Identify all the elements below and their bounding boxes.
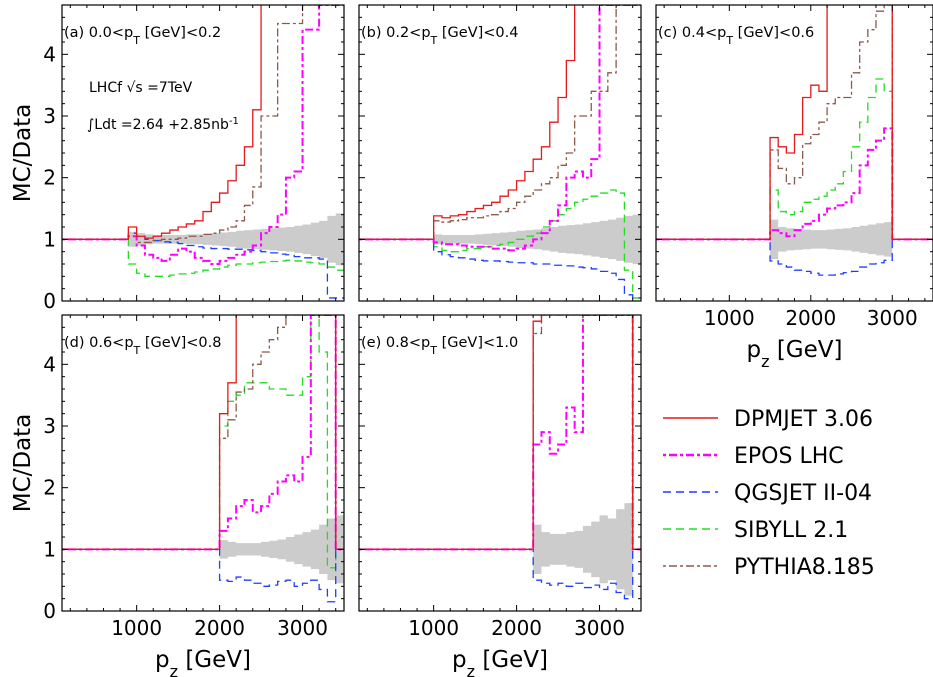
x-tick-label: 1000	[408, 616, 459, 640]
y-tick-label: 3	[43, 414, 56, 438]
y-tick-label: 4	[43, 42, 56, 66]
y-tick-label: 1	[43, 227, 56, 251]
legend-label: DPMJET 3.06	[734, 407, 873, 432]
panel-5: 1000 2000 3000 pz [GeV] (e) 0.8<pT [GeV]<1.0	[358, 314, 642, 677]
series-sibyll-2-1	[62, 315, 344, 569]
y-tick-label: 2	[43, 166, 56, 190]
x-tick-label: 3000	[574, 616, 625, 640]
series-pythia8-185	[62, 315, 344, 550]
y-tick-label: 3	[43, 104, 56, 128]
x-tick-label: 3000	[867, 306, 918, 330]
series-sibyll-2-1	[359, 189, 641, 299]
x-tick-label: 2000	[491, 616, 542, 640]
annotation-experiment: LHCf √s =7TeV	[89, 80, 193, 96]
series-dpmjet-3-06	[359, 315, 641, 550]
panel-label: (d) 0.6<pT [GeV]<0.8	[64, 335, 222, 357]
uncertainty-band	[62, 515, 344, 584]
y-tick-label: 2	[43, 476, 56, 500]
series-epos-lhc	[62, 315, 344, 551]
panel-label: (e) 0.8<pT [GeV]<1.0	[361, 335, 518, 357]
x-tick-label: 2000	[785, 306, 836, 330]
series-qgsjet-ii-04	[62, 548, 344, 603]
y-axis-label: MC/Data	[10, 414, 36, 513]
legend-label: SIBYLL 2.1	[734, 518, 848, 543]
legend: DPMJET 3.06 EPOS LHC QGSJET II-04 SIBYLL 2.…	[663, 407, 875, 580]
series-sibyll-2-1	[62, 238, 344, 277]
uncertainty-band	[656, 219, 933, 260]
series-epos-lhc	[656, 127, 933, 241]
y-tick-label: 1	[43, 537, 56, 561]
series-epos-lhc	[359, 315, 641, 551]
x-tick-label: 1000	[111, 616, 162, 640]
annotation-luminosity: ∫Ldt =2.64 +2.85nb-1	[87, 116, 239, 134]
x-tick-label: 3000	[277, 616, 328, 640]
panel-4: 0 1 2 3 4 1000 2000 3000 pz [GeV] MC/Data (d) 0.6<…	[10, 314, 345, 677]
series-pythia8-185	[359, 5, 641, 240]
x-axis-label: pz [GeV]	[155, 647, 251, 677]
series-qgsjet-ii-04	[359, 238, 641, 299]
series-sibyll-2-1	[656, 78, 933, 240]
uncertainty-band	[359, 503, 641, 596]
legend-label: QGSJET II-04	[734, 481, 872, 506]
y-axis-label: MC/Data	[10, 104, 36, 203]
series-qgsjet-ii-04	[656, 238, 933, 276]
series-dpmjet-3-06	[656, 5, 933, 240]
legend-label: EPOS LHC	[734, 444, 844, 469]
panel-label: (c) 0.4<pT [GeV]<0.6	[658, 25, 814, 47]
panel-label: (a) 0.0<pT [GeV]<0.2	[64, 25, 221, 47]
x-axis-label: pz [GeV]	[747, 337, 843, 371]
panel-1: 0 1 2 3 4 MC/Data (a) 0.0<pT [GeV]<0.2 LHCf √s …	[10, 4, 345, 313]
y-tick-label: 0	[43, 599, 56, 623]
y-tick-label: 4	[43, 352, 56, 376]
panel-2: (b) 0.2<pT [GeV]<0.4	[358, 4, 642, 302]
series-qgsjet-ii-04	[359, 548, 641, 600]
uncertainty-band	[62, 213, 344, 266]
series-pythia8-185	[62, 5, 320, 244]
series-epos-lhc	[62, 5, 344, 265]
series-dpmjet-3-06	[359, 5, 576, 240]
x-tick-label: 1000	[704, 306, 755, 330]
x-tick-label: 2000	[194, 616, 245, 640]
series-epos-lhc	[359, 5, 641, 252]
legend-label: PYTHIA8.185	[734, 555, 875, 580]
panel-label: (b) 0.2<pT [GeV]<0.4	[361, 25, 519, 47]
uncertainty-band	[359, 214, 641, 264]
series-dpmjet-3-06	[62, 5, 262, 240]
panel-3: 1000 2000 3000 pz [GeV] (c) 0.4<pT [GeV]<0.6	[655, 4, 933, 371]
x-axis-label: pz [GeV]	[452, 647, 548, 677]
series-dpmjet-3-06	[62, 315, 344, 550]
y-tick-label: 0	[43, 289, 56, 313]
series-pythia8-185	[656, 5, 933, 240]
